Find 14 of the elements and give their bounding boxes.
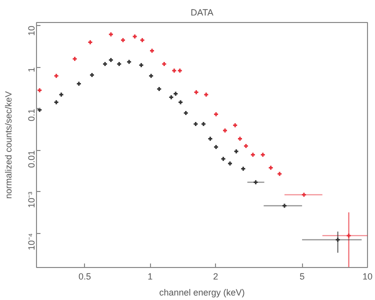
x-axis-title: channel energy (keV) <box>159 288 245 298</box>
x-tick-label: 2 <box>213 272 218 282</box>
chart-title: DATA <box>190 8 214 18</box>
y-axis-title: normalized counts/sec/keV <box>4 91 14 199</box>
y-tick-label: 10⁻³ <box>26 192 36 208</box>
x-tick-label: 10 <box>362 272 373 282</box>
y-tick-label: 0.01 <box>26 150 36 168</box>
y-tick-label: 10⁻⁴ <box>26 233 36 250</box>
y-tick-label: 1 <box>26 67 36 72</box>
x-tick-label: 1 <box>148 272 153 282</box>
y-tick-label: 0.1 <box>26 108 36 122</box>
x-tick-label: 0.5 <box>78 272 91 282</box>
y-tick-label: 10 <box>26 26 36 36</box>
x-tick-label: 5 <box>300 272 305 282</box>
